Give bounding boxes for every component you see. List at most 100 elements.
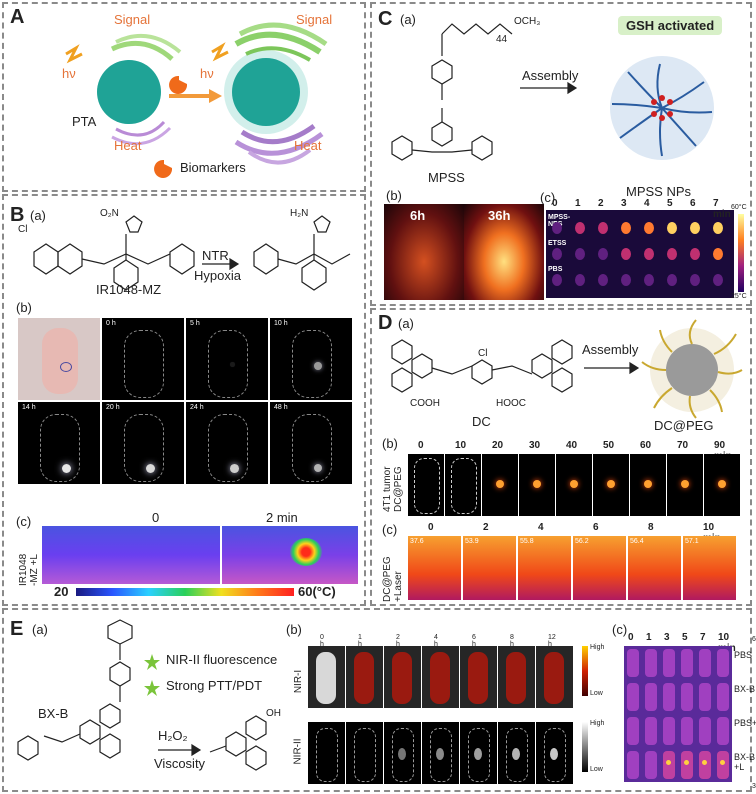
hv-label-left: hν <box>62 66 76 81</box>
panel-c: C (a) GSH activated 44 OCH₃ Assembly MPS… <box>370 2 752 306</box>
sub-label-a: (a) <box>30 208 46 223</box>
heat-spot <box>702 760 707 765</box>
gsh-badge: GSH activated <box>618 16 723 35</box>
nir2-frame <box>346 722 383 784</box>
hv-label-right: hν <box>200 66 214 81</box>
thermal-image-0 <box>42 526 220 584</box>
thermal-frame: 56.4 <box>628 536 681 600</box>
tumor-image-6h: 6h <box>384 204 464 300</box>
mouse-body <box>392 652 412 704</box>
tumor-signal <box>607 480 615 488</box>
b-row-label: 4T1 tumor DC@PEG <box>382 466 404 512</box>
mouse-thermal <box>717 649 729 677</box>
cl-label: Cl <box>478 348 488 359</box>
nir2-signal <box>512 748 520 760</box>
col-label: 6 <box>690 198 696 209</box>
temp-lo: 30°C <box>752 783 756 790</box>
assembly-label: Assembly <box>522 68 579 83</box>
tumor-frame <box>482 454 518 516</box>
temp-colorbar <box>738 214 744 292</box>
cl-label: Cl <box>18 224 28 235</box>
mouse-photo <box>18 318 100 400</box>
nir2-frame <box>384 722 421 784</box>
mouse-thermal <box>699 717 711 745</box>
time-label: 2 <box>483 522 489 533</box>
tumor-frame <box>445 454 481 516</box>
scale-bar <box>76 588 294 596</box>
nir-frame-time: 20 h <box>106 404 120 411</box>
nir-frame-time: 0 h <box>106 320 116 327</box>
time-label: 70 <box>677 440 689 451</box>
sub-label-b: (b) <box>16 300 32 315</box>
thermal-frame: 57.1 <box>683 536 736 600</box>
time-label: 30 <box>529 440 541 451</box>
mouse-thermal <box>699 751 711 779</box>
nir2-low: Low <box>590 766 603 773</box>
no2-label: O₂N <box>100 208 119 219</box>
nir-frame: 0 h <box>102 318 184 400</box>
heat-label-left: Heat <box>114 138 142 153</box>
ir1048-reaction-structure <box>33 215 351 291</box>
row-label: BX-B +L <box>734 752 756 772</box>
heat-spot <box>713 248 723 260</box>
col-label: 1 <box>646 632 652 643</box>
nir2-frame <box>536 722 573 784</box>
mouse-body <box>354 652 374 704</box>
time-label: 0 <box>428 522 434 533</box>
nir2-signal <box>436 748 444 760</box>
mouse-outline <box>506 728 528 782</box>
mouse-body <box>506 652 526 704</box>
nir-frame: 10 h <box>270 318 352 400</box>
nir2-signal <box>474 748 482 760</box>
tumor-signal <box>496 480 504 488</box>
ntr-label: NTR <box>202 248 229 263</box>
tumor-image-36h: 36h <box>464 204 544 300</box>
cooh-label: COOH <box>410 398 440 409</box>
mouse-outline <box>430 728 452 782</box>
mouse-thermal <box>663 751 675 779</box>
col-label: 0 <box>628 632 634 643</box>
mpss-structure <box>391 23 714 161</box>
mouse-outline <box>124 414 164 482</box>
signal-spot <box>314 362 322 370</box>
nir1-frame <box>460 646 497 708</box>
nir1-frame <box>536 646 573 708</box>
time-label: 1 h <box>358 634 362 648</box>
nir1-frame <box>308 646 345 708</box>
panel-letter: A <box>10 6 25 28</box>
nir1-frame <box>384 646 421 708</box>
mouse-outline <box>124 330 164 398</box>
mouse-body <box>468 652 488 704</box>
panel-letter: C <box>378 8 393 30</box>
product-name: DC@PEG <box>654 418 714 433</box>
mouse-outline <box>292 330 332 398</box>
temp-readout: 55.8 <box>520 538 534 545</box>
mouse-outline <box>208 330 248 398</box>
signal-spot <box>230 464 239 473</box>
bxb-reaction-structure <box>17 619 267 771</box>
mouse-thermal <box>681 683 693 711</box>
heat-spot <box>684 760 689 765</box>
sub-label-b: (b) <box>286 622 302 637</box>
sub-label-c: (c) <box>16 514 32 529</box>
time-label: 50 <box>603 440 615 451</box>
hypoxia-label: Hypoxia <box>194 268 241 283</box>
panel-e: E (a) NIR-II fluorescence Strong PTT/PDT… <box>2 608 756 792</box>
peg-n: 44 <box>496 34 508 45</box>
time-label: 6 h <box>472 634 476 648</box>
heat-spot <box>621 248 631 260</box>
compound-name: DC <box>472 414 491 429</box>
heat-spot <box>713 274 723 286</box>
col-label: 5 <box>667 198 673 209</box>
time-label: 0 h <box>320 634 324 648</box>
panel-letter: D <box>378 312 393 334</box>
col-label: 3 <box>621 198 627 209</box>
heat-spot <box>575 274 585 286</box>
thermal-frame: 56.2 <box>573 536 626 600</box>
tumor-signal <box>533 480 541 488</box>
sub-label-c: (c) <box>540 190 556 205</box>
tumor-signal <box>644 480 652 488</box>
nir1-high: High <box>590 644 605 651</box>
heat-spot <box>621 222 631 234</box>
row-label: PBS <box>548 266 563 273</box>
